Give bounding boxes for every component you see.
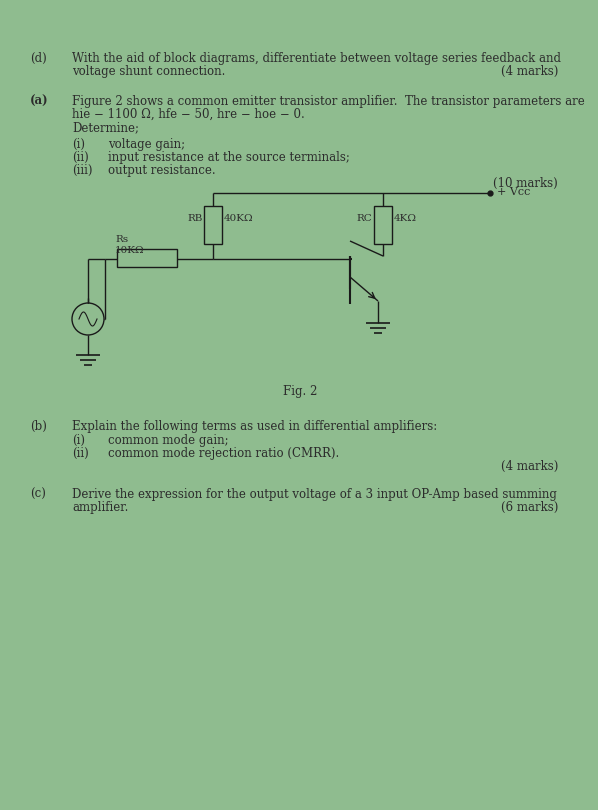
Text: amplifier.: amplifier. bbox=[72, 501, 129, 514]
Text: With the aid of block diagrams, differentiate between voltage series feedback an: With the aid of block diagrams, differen… bbox=[72, 52, 561, 65]
Text: (b): (b) bbox=[30, 420, 47, 433]
Text: (i): (i) bbox=[72, 138, 85, 151]
Text: (c): (c) bbox=[30, 488, 46, 501]
Text: common mode gain;: common mode gain; bbox=[108, 434, 228, 447]
Text: input resistance at the source terminals;: input resistance at the source terminals… bbox=[108, 151, 350, 164]
Text: Derive the expression for the output voltage of a 3 input OP-Amp based summing: Derive the expression for the output vol… bbox=[72, 488, 557, 501]
Text: + Vcc: + Vcc bbox=[497, 187, 530, 197]
Text: Explain the following terms as used in differential amplifiers:: Explain the following terms as used in d… bbox=[72, 420, 437, 433]
Text: common mode rejection ratio (CMRR).: common mode rejection ratio (CMRR). bbox=[108, 447, 339, 460]
Text: 4KΩ: 4KΩ bbox=[394, 214, 417, 223]
Text: (a): (a) bbox=[30, 95, 48, 108]
Text: voltage gain;: voltage gain; bbox=[108, 138, 185, 151]
Text: output resistance.: output resistance. bbox=[108, 164, 216, 177]
Text: (d): (d) bbox=[30, 52, 47, 65]
Text: (4 marks): (4 marks) bbox=[501, 460, 558, 473]
Text: Rs: Rs bbox=[115, 235, 128, 244]
Bar bbox=[117, 249, 177, 267]
Text: (ii): (ii) bbox=[72, 151, 89, 164]
Text: RC: RC bbox=[356, 214, 372, 223]
Text: voltage shunt connection.: voltage shunt connection. bbox=[72, 65, 225, 78]
Text: (4 marks): (4 marks) bbox=[501, 65, 558, 78]
Text: (i): (i) bbox=[72, 434, 85, 447]
Text: Determine;: Determine; bbox=[72, 121, 139, 134]
Text: Figure 2 shows a common emitter transistor amplifier.  The transistor parameters: Figure 2 shows a common emitter transist… bbox=[72, 95, 585, 108]
Text: (6 marks): (6 marks) bbox=[501, 501, 558, 514]
Bar bbox=[374, 206, 392, 244]
Text: Fig. 2: Fig. 2 bbox=[283, 385, 317, 398]
Text: (iii): (iii) bbox=[72, 164, 93, 177]
Text: 10KΩ: 10KΩ bbox=[115, 246, 145, 255]
Bar bbox=[204, 206, 222, 244]
Text: RB: RB bbox=[187, 214, 202, 223]
Text: 40KΩ: 40KΩ bbox=[224, 214, 254, 223]
Text: (10 marks): (10 marks) bbox=[493, 177, 558, 190]
Text: (ii): (ii) bbox=[72, 447, 89, 460]
Text: hie − 1100 Ω, hfe − 50, hre − hoe − 0.: hie − 1100 Ω, hfe − 50, hre − hoe − 0. bbox=[72, 108, 305, 121]
